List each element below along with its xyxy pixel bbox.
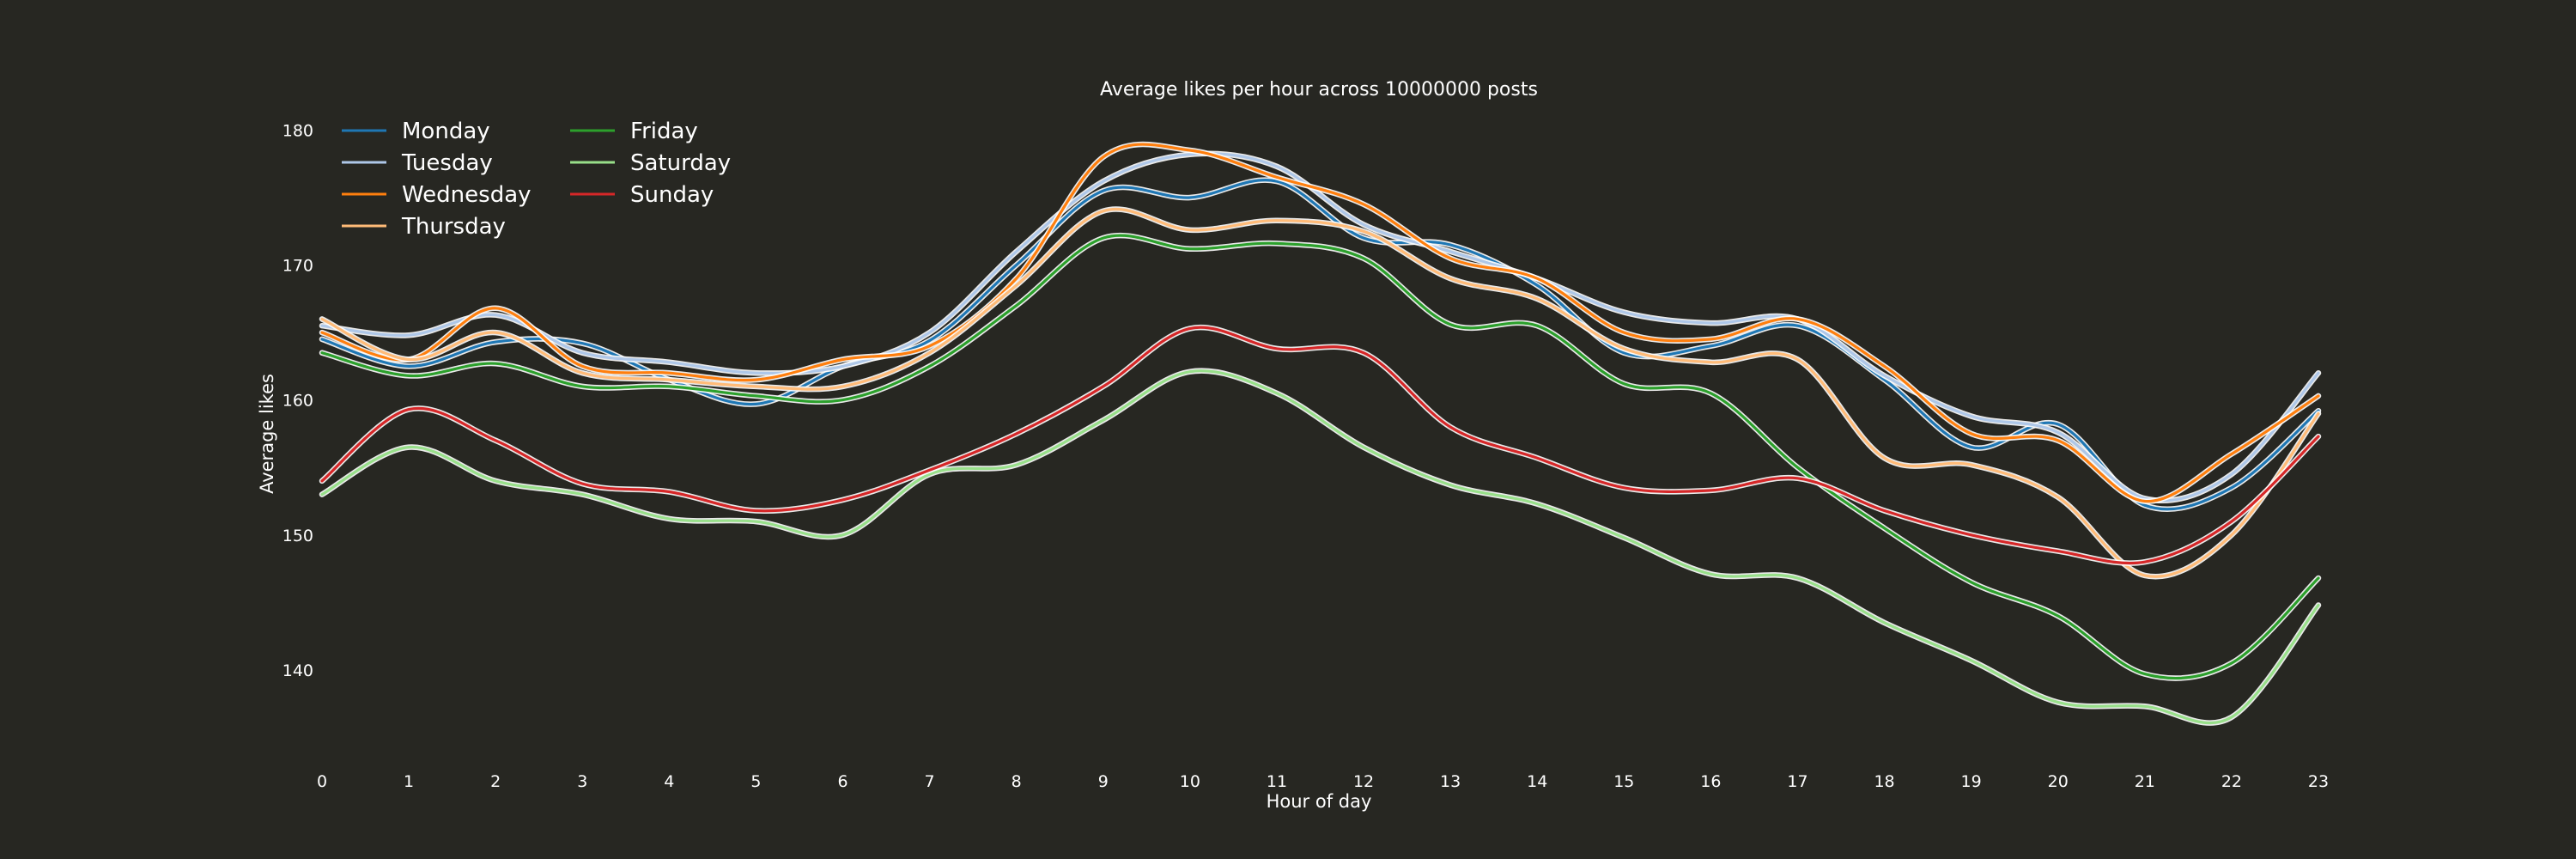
x-tick-label: 1 [404, 772, 414, 791]
x-tick-label: 22 [2221, 772, 2242, 791]
x-tick-label: 23 [2308, 772, 2329, 791]
series-line-outline-monday [319, 177, 2322, 513]
x-tick-label: 0 [317, 772, 327, 791]
x-tick-label: 7 [925, 772, 935, 791]
x-tick-label: 5 [750, 772, 761, 791]
series-line-saturday [320, 369, 2320, 725]
x-tick-label: 11 [1267, 772, 1287, 791]
series-line-outline-friday [319, 232, 2322, 681]
x-tick-label: 8 [1012, 772, 1022, 791]
x-tick-label: 21 [2135, 772, 2155, 791]
chart-title: Average likes per hour across 10000000 p… [1100, 79, 1538, 101]
series-line-sunday [320, 326, 2320, 565]
x-tick-label: 17 [1787, 772, 1807, 791]
legend-label-friday: Friday [630, 119, 698, 144]
x-tick-label: 16 [1700, 772, 1721, 791]
series-line-tuesday [320, 152, 2320, 503]
x-tick-label: 18 [1874, 772, 1894, 791]
legend-label-wednesday: Wednesday [402, 182, 532, 208]
x-axis-label: Hour of day [1267, 791, 1372, 812]
series-line-monday [320, 179, 2320, 511]
y-tick-label: 140 [283, 661, 313, 680]
x-tick-label: 4 [664, 772, 674, 791]
series-line-friday [320, 234, 2320, 680]
y-ticks: 140 150 160 170 180 [283, 121, 313, 679]
legend: Monday Tuesday Wednesday Thursday Friday Satu… [342, 119, 731, 240]
series-lines [319, 141, 2322, 726]
x-tick-label: 13 [1440, 772, 1461, 791]
x-tick-label: 15 [1613, 772, 1634, 791]
y-tick-label: 150 [283, 527, 313, 545]
series-line-outline-sunday [319, 324, 2322, 566]
x-tick-label: 2 [490, 772, 501, 791]
legend-label-saturday: Saturday [630, 150, 731, 176]
y-tick-label: 160 [283, 392, 313, 411]
y-tick-label: 180 [283, 121, 313, 140]
x-tick-label: 19 [1961, 772, 1982, 791]
x-tick-label: 12 [1353, 772, 1374, 791]
x-tick-label: 10 [1180, 772, 1200, 791]
y-axis-label: Average likes [257, 374, 277, 494]
legend-label-sunday: Sunday [630, 182, 714, 208]
series-line-wednesday [320, 143, 2320, 503]
x-ticks: 0 1 2 3 4 5 6 7 8 9 10 11 12 13 14 15 16 17 18 19 20 21 22 23 [317, 772, 2329, 791]
legend-label-tuesday: Tuesday [401, 150, 493, 176]
series-line-thursday [320, 207, 2320, 578]
x-tick-label: 3 [577, 772, 587, 791]
x-tick-label: 14 [1527, 772, 1547, 791]
x-tick-label: 6 [837, 772, 848, 791]
series-line-outline-thursday [319, 206, 2322, 580]
legend-label-monday: Monday [402, 119, 490, 144]
y-tick-label: 170 [283, 257, 313, 276]
x-tick-label: 20 [2048, 772, 2069, 791]
x-tick-label: 9 [1098, 772, 1109, 791]
legend-label-thursday: Thursday [401, 214, 506, 240]
